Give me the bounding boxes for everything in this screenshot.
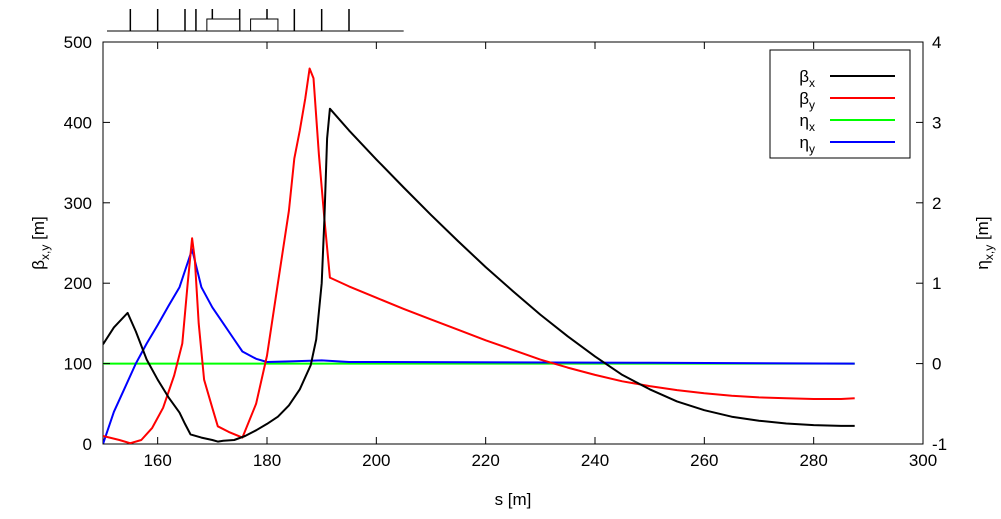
y-right-tick-label: 4 xyxy=(932,33,941,52)
legend-label: βx xyxy=(799,67,815,90)
x-tick-label: 240 xyxy=(581,451,609,470)
legend-label-base: η xyxy=(800,133,809,152)
x-tick-label: 160 xyxy=(143,451,171,470)
legend-box xyxy=(769,49,911,159)
y-right-label-sub: x,y xyxy=(982,245,996,260)
y-right-label-unit: [m] xyxy=(973,216,992,244)
y-left-label-base: β xyxy=(29,260,48,270)
legend-label-base: β xyxy=(799,89,809,108)
legend-label-sub: x xyxy=(809,76,815,90)
y-left-label-unit: [m] xyxy=(29,216,48,244)
y-axis-right-label: ηx,y [m] xyxy=(973,216,996,269)
x-tick-label: 300 xyxy=(909,451,937,470)
ticks-layer: 160 180 200 220 240 260 280 3000100200300400500… xyxy=(64,33,948,470)
legend-label: ηx xyxy=(800,111,815,134)
x-tick-label: 260 xyxy=(690,451,718,470)
y-right-tick-label: 2 xyxy=(932,194,941,213)
series-layer xyxy=(103,67,855,444)
legend-label: βy xyxy=(799,89,815,112)
legend-label-base: η xyxy=(800,111,809,130)
y-right-tick-label: 1 xyxy=(932,274,941,293)
legend-label: ηy xyxy=(800,133,815,156)
series-line-1 xyxy=(103,67,855,444)
x-axis-label: s [m] xyxy=(495,490,532,509)
x-tick-label: 200 xyxy=(362,451,390,470)
y-right-label-base: η xyxy=(973,260,992,269)
y-left-tick-label: 300 xyxy=(64,194,92,213)
legend-label-sub: x xyxy=(809,120,815,134)
y-left-tick-label: 0 xyxy=(83,435,92,454)
y-left-label-sub: x,y xyxy=(38,245,52,260)
lattice-schematic xyxy=(107,9,404,32)
legend-label-base: β xyxy=(799,67,809,86)
y-axis-left-label: βx,y [m] xyxy=(29,216,52,269)
legend-label-sub: y xyxy=(809,98,815,112)
x-tick-label: 180 xyxy=(253,451,281,470)
lattice-dipole xyxy=(206,18,241,32)
y-right-tick-label: 0 xyxy=(932,355,941,374)
y-left-tick-label: 200 xyxy=(64,274,92,293)
series-line-3 xyxy=(103,248,855,444)
y-right-tick-label: -1 xyxy=(932,435,947,454)
y-left-tick-label: 100 xyxy=(64,355,92,374)
series-line-0 xyxy=(103,107,855,443)
lattice-dipole xyxy=(250,18,279,32)
y-right-tick-label: 3 xyxy=(932,113,941,132)
x-tick-label: 280 xyxy=(799,451,827,470)
legend-label-sub: y xyxy=(809,142,815,156)
y-left-tick-label: 500 xyxy=(64,33,92,52)
plot-frame xyxy=(102,41,924,445)
x-tick-label: 220 xyxy=(471,451,499,470)
y-left-tick-label: 400 xyxy=(64,113,92,132)
